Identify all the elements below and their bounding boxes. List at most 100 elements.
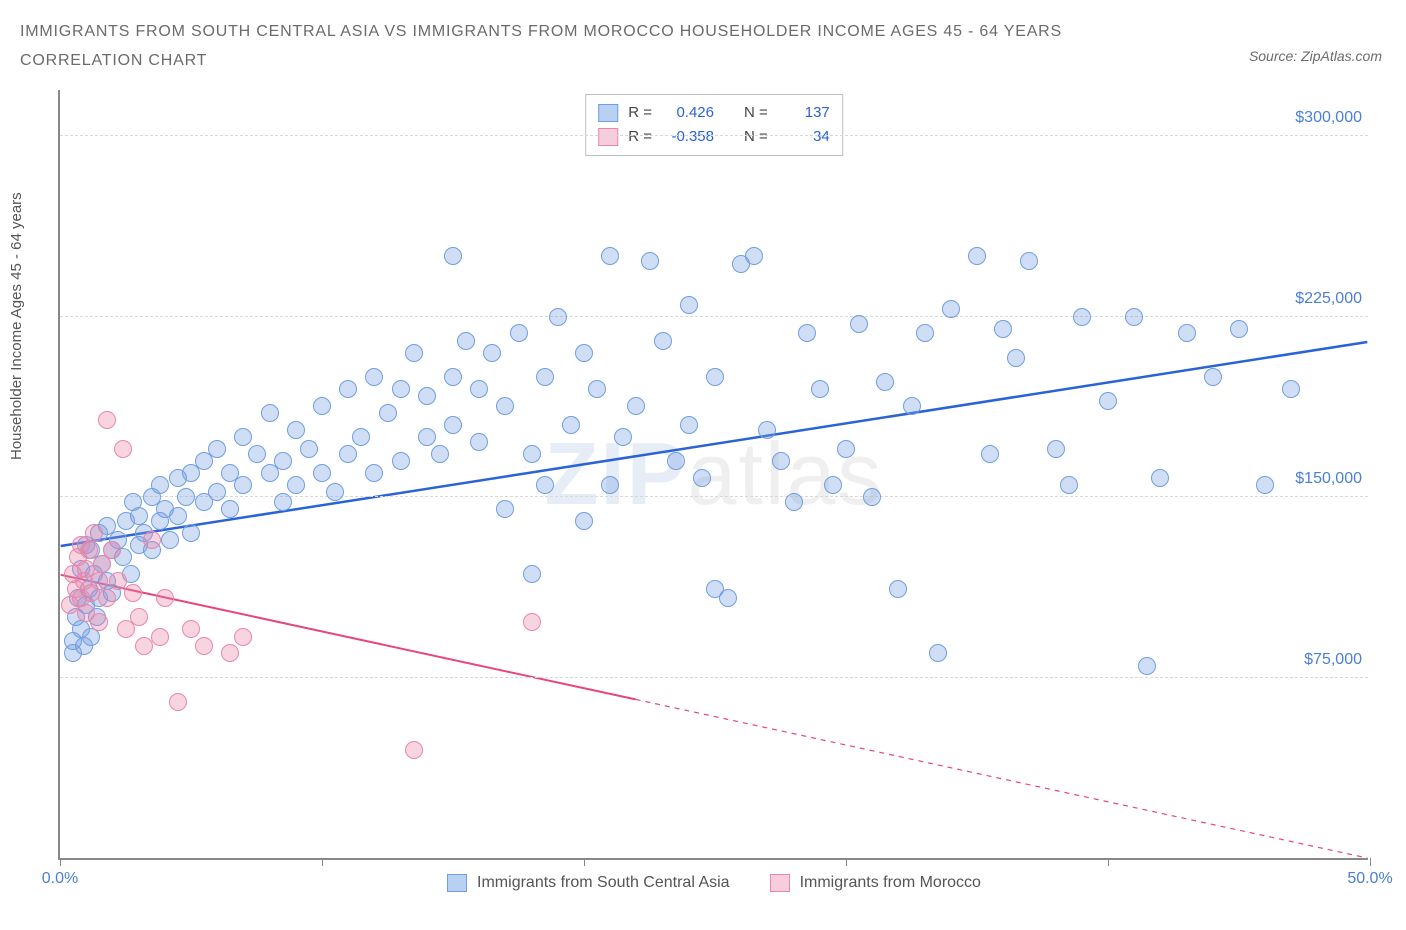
scatter-point-series-1 <box>523 445 541 463</box>
gridline <box>60 677 1368 678</box>
scatter-point-series-1 <box>562 416 580 434</box>
r-label: R = <box>628 125 652 149</box>
scatter-point-series-1 <box>798 324 816 342</box>
scatter-point-series-1 <box>169 507 187 525</box>
scatter-point-series-1 <box>549 308 567 326</box>
legend-label-series-2: Immigrants from Morocco <box>800 874 981 892</box>
swatch-series-2 <box>770 874 790 892</box>
scatter-point-series-1 <box>182 524 200 542</box>
y-tick-label: $225,000 <box>1295 290 1362 308</box>
scatter-point-series-2 <box>143 531 161 549</box>
scatter-point-series-1 <box>772 452 790 470</box>
scatter-point-series-1 <box>903 397 921 415</box>
scatter-point-series-1 <box>151 476 169 494</box>
scatter-point-series-1 <box>536 476 554 494</box>
scatter-point-series-1 <box>313 464 331 482</box>
swatch-series-1 <box>598 104 618 122</box>
scatter-point-series-1 <box>444 416 462 434</box>
scatter-point-series-1 <box>719 589 737 607</box>
scatter-point-series-1 <box>510 324 528 342</box>
scatter-point-series-1 <box>365 368 383 386</box>
scatter-point-series-1 <box>1007 349 1025 367</box>
scatter-point-series-1 <box>496 397 514 415</box>
correlation-scatter-chart: ZIPatlas R = 0.426 N = 137 R = -0.358 N … <box>58 90 1368 860</box>
x-tick <box>584 858 585 866</box>
scatter-point-series-2 <box>182 620 200 638</box>
scatter-point-series-1 <box>431 445 449 463</box>
scatter-point-series-1 <box>457 332 475 350</box>
scatter-point-series-2 <box>130 608 148 626</box>
scatter-point-series-1 <box>916 324 934 342</box>
trend-lines <box>60 90 1368 858</box>
scatter-point-series-1 <box>693 469 711 487</box>
scatter-point-series-1 <box>1178 324 1196 342</box>
scatter-point-series-1 <box>575 344 593 362</box>
scatter-point-series-1 <box>1204 368 1222 386</box>
trend-line-series-2-dashed <box>636 699 1368 858</box>
scatter-point-series-1 <box>654 332 672 350</box>
title-line-2: CORRELATION CHART <box>20 47 1406 76</box>
scatter-point-series-1 <box>1060 476 1078 494</box>
stats-row-series-1: R = 0.426 N = 137 <box>598 101 830 125</box>
scatter-point-series-1 <box>1099 392 1117 410</box>
scatter-point-series-1 <box>811 380 829 398</box>
legend-item-series-2: Immigrants from Morocco <box>770 874 981 892</box>
scatter-point-series-1 <box>863 488 881 506</box>
legend-label-series-1: Immigrants from South Central Asia <box>477 874 730 892</box>
n-label: N = <box>744 125 768 149</box>
x-tick <box>322 858 323 866</box>
scatter-point-series-1 <box>130 507 148 525</box>
scatter-point-series-2 <box>124 584 142 602</box>
scatter-point-series-1 <box>680 416 698 434</box>
scatter-point-series-1 <box>627 397 645 415</box>
scatter-point-series-1 <box>575 512 593 530</box>
scatter-point-series-1 <box>261 404 279 422</box>
y-tick-label: $150,000 <box>1295 470 1362 488</box>
scatter-point-series-1 <box>1256 476 1274 494</box>
x-tick-label: 0.0% <box>42 870 78 888</box>
scatter-point-series-1 <box>379 404 397 422</box>
y-tick-label: $300,000 <box>1295 109 1362 127</box>
x-tick <box>1108 858 1109 866</box>
n-label: N = <box>744 101 768 125</box>
scatter-point-series-1 <box>234 476 252 494</box>
scatter-point-series-1 <box>274 452 292 470</box>
scatter-point-series-1 <box>929 644 947 662</box>
scatter-point-series-1 <box>365 464 383 482</box>
scatter-point-series-1 <box>392 452 410 470</box>
scatter-point-series-1 <box>287 421 305 439</box>
scatter-point-series-1 <box>1125 308 1143 326</box>
scatter-point-series-1 <box>444 247 462 265</box>
scatter-point-series-1 <box>745 247 763 265</box>
n-value-series-1: 137 <box>778 101 830 125</box>
scatter-point-series-1 <box>1073 308 1091 326</box>
x-tick-label: 50.0% <box>1347 870 1392 888</box>
scatter-point-series-2 <box>151 628 169 646</box>
scatter-point-series-2 <box>90 572 108 590</box>
r-label: R = <box>628 101 652 125</box>
gridline <box>60 496 1368 497</box>
scatter-point-series-1 <box>177 488 195 506</box>
scatter-point-series-1 <box>968 247 986 265</box>
scatter-point-series-1 <box>161 531 179 549</box>
scatter-point-series-1 <box>418 387 436 405</box>
swatch-series-2 <box>598 128 618 146</box>
y-tick-label: $75,000 <box>1304 651 1362 669</box>
scatter-point-series-1 <box>876 373 894 391</box>
swatch-series-1 <box>447 874 467 892</box>
title-line-1: IMMIGRANTS FROM SOUTH CENTRAL ASIA VS IM… <box>20 18 1406 47</box>
scatter-point-series-1 <box>942 300 960 318</box>
scatter-point-series-1 <box>850 315 868 333</box>
scatter-point-series-1 <box>1138 657 1156 675</box>
scatter-point-series-1 <box>392 380 410 398</box>
scatter-point-series-1 <box>208 440 226 458</box>
scatter-point-series-1 <box>981 445 999 463</box>
stats-legend-box: R = 0.426 N = 137 R = -0.358 N = 34 <box>585 94 843 156</box>
scatter-point-series-2 <box>114 440 132 458</box>
scatter-point-series-1 <box>405 344 423 362</box>
legend-item-series-1: Immigrants from South Central Asia <box>447 874 730 892</box>
scatter-point-series-1 <box>470 433 488 451</box>
scatter-point-series-2 <box>135 637 153 655</box>
scatter-point-series-2 <box>221 644 239 662</box>
x-tick <box>846 858 847 866</box>
